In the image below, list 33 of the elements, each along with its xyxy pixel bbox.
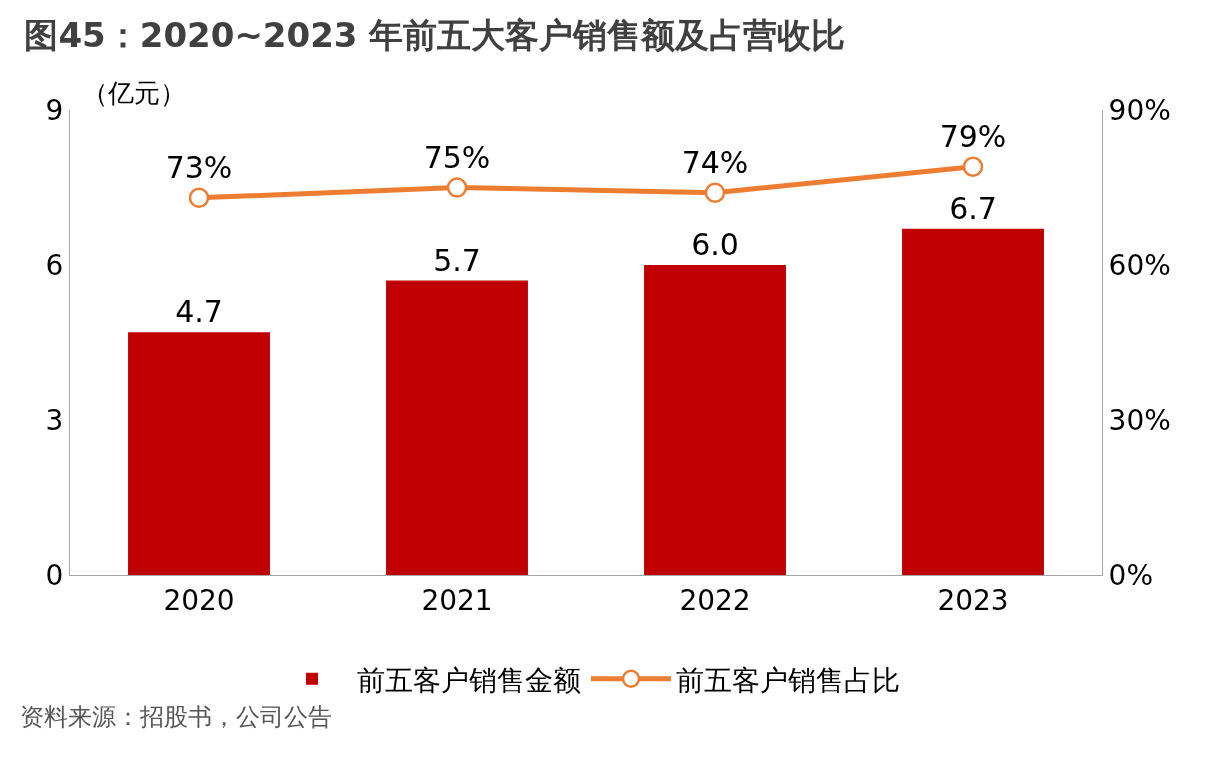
bar bbox=[386, 280, 528, 575]
data-label: 6.7 bbox=[949, 190, 997, 226]
y2-tick-label: 60% bbox=[1108, 248, 1171, 282]
data-label: 74% bbox=[681, 144, 749, 180]
data-label: 79% bbox=[939, 119, 1007, 155]
y-tick-label: 6 bbox=[45, 248, 64, 282]
x-tick-label: 2021 bbox=[421, 583, 493, 617]
legend-label: 前五客户销售占比 bbox=[676, 663, 900, 697]
bar bbox=[128, 332, 270, 575]
y2-tick-label: 90% bbox=[1108, 93, 1171, 127]
y2-tick-label: 0% bbox=[1108, 558, 1154, 592]
y2-tick-label: 30% bbox=[1108, 403, 1171, 437]
data-label: 5.7 bbox=[433, 242, 481, 278]
bar bbox=[902, 228, 1044, 575]
x-tick-label: 2020 bbox=[163, 583, 235, 617]
legend-label: 前五客户销售金额 bbox=[357, 663, 581, 697]
y-tick-label: 9 bbox=[45, 93, 64, 127]
data-label: 75% bbox=[423, 139, 491, 175]
chart-title: 图45：2020~2023 年前五大客户销售额及占营收比 bbox=[24, 14, 846, 55]
text: 资料来源：招股书，公司公告 bbox=[20, 703, 332, 731]
point bbox=[704, 182, 726, 203]
data-label: 6.0 bbox=[691, 227, 739, 262]
point bbox=[446, 177, 468, 198]
point bbox=[962, 156, 984, 178]
x-tick-label: 2023 bbox=[937, 583, 1009, 617]
y-axis-title: （亿元） bbox=[82, 78, 186, 108]
y-tick-label: 0 bbox=[45, 558, 64, 592]
bar bbox=[644, 265, 786, 575]
x-tick-label: 2022 bbox=[679, 583, 751, 617]
y-tick-label: 3 bbox=[45, 403, 64, 437]
data-label: 73% bbox=[165, 150, 233, 186]
point bbox=[188, 187, 210, 209]
data-label: 4.7 bbox=[175, 294, 223, 330]
